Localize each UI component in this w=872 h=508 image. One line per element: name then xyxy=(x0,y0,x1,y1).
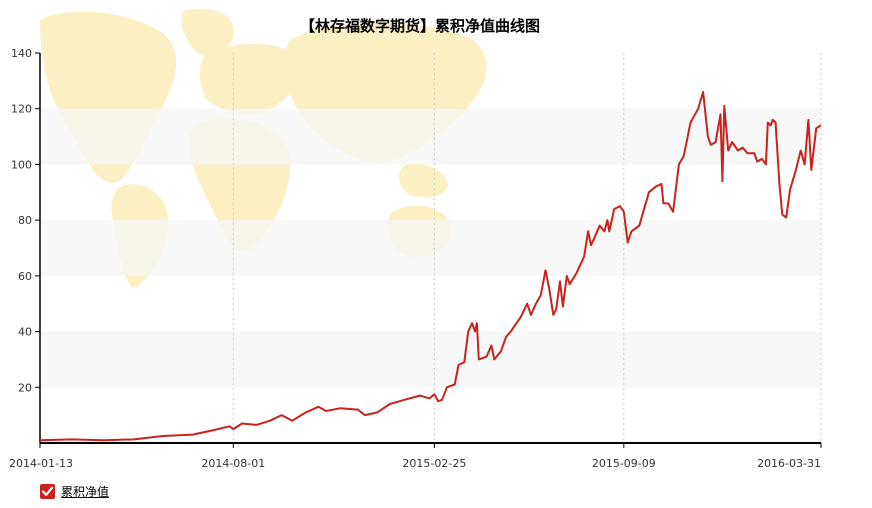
map-europe xyxy=(199,43,301,115)
y-tick-label: 20 xyxy=(18,381,32,394)
x-tick-label: 2015-02-25 xyxy=(402,457,466,470)
y-tick-label: 80 xyxy=(18,214,32,227)
grid-band xyxy=(40,331,821,388)
y-tick-label: 100 xyxy=(11,158,32,171)
series-line xyxy=(39,91,822,442)
map-greenland xyxy=(181,8,234,57)
series-layer xyxy=(39,91,822,442)
grid-band xyxy=(40,108,821,165)
legend-label[interactable]: 累积净值 xyxy=(61,485,110,499)
chart-title: 【林存福数字期货】累积净值曲线图 xyxy=(300,17,540,35)
x-tick-label: 2014-01-13 xyxy=(9,457,73,470)
map-southeast-asia xyxy=(398,163,448,198)
y-tick-label: 60 xyxy=(18,270,32,283)
x-tick-label: 2015-09-09 xyxy=(592,457,656,470)
y-axis-ticks: 20 40 60 80 100 120 140 xyxy=(11,47,40,394)
x-tick-label: 2014-08-01 xyxy=(201,457,265,470)
y-tick-label: 120 xyxy=(11,103,32,116)
grid-band xyxy=(40,220,821,276)
background-bands xyxy=(40,108,821,388)
x-axis-ticks: 2014-01-13 2014-08-01 2015-02-25 2015-09-09… xyxy=(9,443,822,470)
x-tick-label: 2016-03-31 xyxy=(757,457,821,470)
checkbox-checked-icon[interactable] xyxy=(40,484,55,499)
legend-item[interactable]: 累积净值 xyxy=(40,483,109,500)
y-tick-label: 140 xyxy=(11,47,32,60)
checkmark-icon xyxy=(41,486,54,496)
y-tick-label: 40 xyxy=(18,326,32,339)
vertical-gridlines xyxy=(232,53,822,443)
axes xyxy=(39,53,821,444)
